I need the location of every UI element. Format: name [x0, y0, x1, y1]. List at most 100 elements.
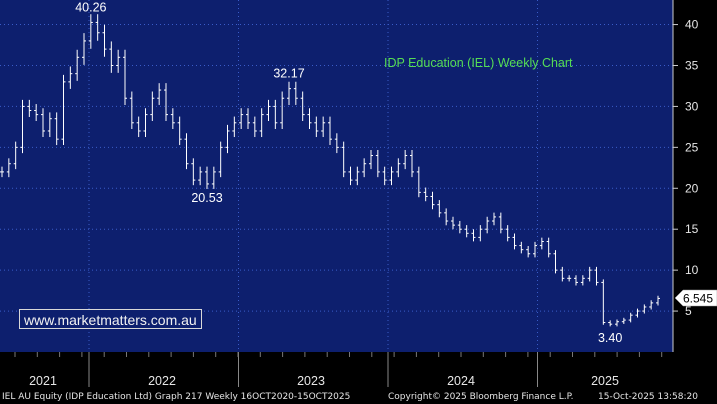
price-bar-8: [54, 112, 59, 146]
price-bar-72: [492, 212, 496, 226]
price-bar-75: [512, 233, 517, 250]
price-bar-10: [68, 66, 73, 89]
annotation-0: 40.26: [75, 0, 106, 14]
price-bar-73: [498, 212, 503, 234]
price-bar-26: [177, 116, 182, 146]
y-tick-label-0: 5: [685, 304, 692, 318]
price-bar-64: [437, 200, 442, 218]
price-bar-21: [143, 108, 148, 138]
price-bar-25: [170, 108, 175, 130]
price-bar-41: [280, 91, 285, 130]
footer-right: 15-Oct-2025 13:58:20: [598, 392, 698, 402]
price-bar-47: [321, 116, 326, 138]
price-bar-57: [389, 166, 394, 186]
price-bar-38: [259, 108, 264, 138]
price-bar-0: [0, 166, 4, 178]
y-tick-label-7: 40: [685, 18, 699, 32]
price-bar-66: [451, 216, 455, 230]
y-tick-label-5: 30: [685, 99, 699, 113]
chart-title: IDP Education (IEL) Weekly Chart: [384, 56, 573, 70]
grid: [0, 0, 673, 352]
price-bar-30: [205, 166, 209, 189]
x-tick-label-2: 2023: [297, 374, 325, 388]
price-bar-81: [553, 250, 558, 274]
price-bar-4: [27, 99, 32, 117]
price-bar-86: [587, 266, 592, 282]
price-bar-69: [471, 229, 476, 242]
price-bar-74: [505, 225, 510, 242]
price-bar-62: [423, 187, 428, 202]
price-bar-36: [246, 108, 250, 130]
price-bar-27: [184, 133, 189, 170]
price-bar-67: [457, 220, 462, 234]
price-bar-20: [136, 116, 141, 138]
price-bar-76: [519, 241, 524, 254]
price-bar-52: [355, 166, 360, 186]
y-axis: 5 10 15 20 25 30 35 40: [672, 0, 699, 352]
footer-left: IEL AU Equity (IDP Education Ltd) Graph …: [2, 392, 351, 402]
y-tick-label-4: 25: [685, 140, 699, 154]
price-bar-94: [642, 304, 647, 314]
price-bar-48: [328, 116, 332, 146]
price-bar-43: [293, 81, 298, 105]
price-bar-15: [102, 24, 107, 57]
price-bar-33: [225, 124, 230, 154]
x-tick-label-3: 2024: [447, 374, 475, 388]
price-bar-29: [198, 166, 203, 186]
price-bar-16: [109, 41, 114, 73]
price-bar-90: [615, 319, 619, 327]
price-bar-95: [649, 300, 654, 310]
last-price-label: 6.545: [683, 292, 713, 306]
price-bar-87: [594, 266, 599, 286]
footer: IEL AU Equity (IDP Education Ltd) Graph …: [0, 391, 717, 404]
price-bar-54: [369, 149, 373, 170]
x-tick-label-0: 2021: [29, 374, 57, 388]
price-bar-83: [567, 275, 572, 282]
annotation-3: 3.40: [598, 331, 622, 345]
price-bar-44: [300, 91, 305, 121]
last-price-tag: 6.545: [674, 289, 717, 307]
watermark-link[interactable]: www.marketmatters.com.au: [19, 309, 202, 329]
price-bar-82: [560, 266, 565, 282]
price-bar-11: [75, 49, 80, 81]
price-bar-88: [601, 279, 606, 325]
price-bar-79: [539, 237, 544, 250]
price-bar-46: [314, 116, 319, 138]
price-bar-70: [478, 225, 483, 242]
price-bar-12: [82, 33, 86, 65]
price-bar-6: [41, 108, 45, 138]
price-bar-61: [416, 166, 421, 198]
price-bar-14: [95, 14, 100, 41]
x-tick-label-1: 2022: [148, 374, 176, 388]
price-bar-50: [341, 141, 346, 178]
price-bar-85: [580, 275, 585, 286]
price-bar-65: [444, 208, 449, 226]
price-bar-23: [157, 83, 162, 105]
price-bar-24: [164, 83, 168, 121]
y-tick-label-2: 15: [685, 222, 699, 236]
price-bar-18: [123, 49, 127, 105]
annotation-2: 20.53: [191, 191, 222, 205]
price-bar-39: [266, 99, 271, 121]
price-bar-9: [61, 74, 66, 146]
footer-center: Copyright© 2025 Bloomberg Finance L.P.: [388, 392, 574, 402]
price-bar-32: [218, 141, 223, 178]
price-bar-93: [635, 308, 640, 318]
price-bar-13: [88, 14, 93, 49]
price-bar-45: [307, 108, 312, 130]
x-axis: 2021 2022 2023 2024 2025: [14, 352, 663, 388]
price-bar-71: [485, 216, 490, 234]
price-bar-31: [211, 166, 216, 189]
price-bar-96: [656, 295, 660, 306]
price-bar-49: [334, 133, 339, 154]
price-bar-2: [13, 141, 18, 170]
price-bar-3: [20, 99, 25, 154]
price-bar-34: [232, 116, 237, 138]
x-axis-strip: [0, 352, 717, 391]
price-bar-1: [6, 158, 11, 178]
y-tick-label-6: 35: [685, 58, 699, 72]
price-bar-63: [430, 191, 435, 210]
price-bar-22: [150, 91, 155, 121]
plot-background: [0, 0, 673, 352]
